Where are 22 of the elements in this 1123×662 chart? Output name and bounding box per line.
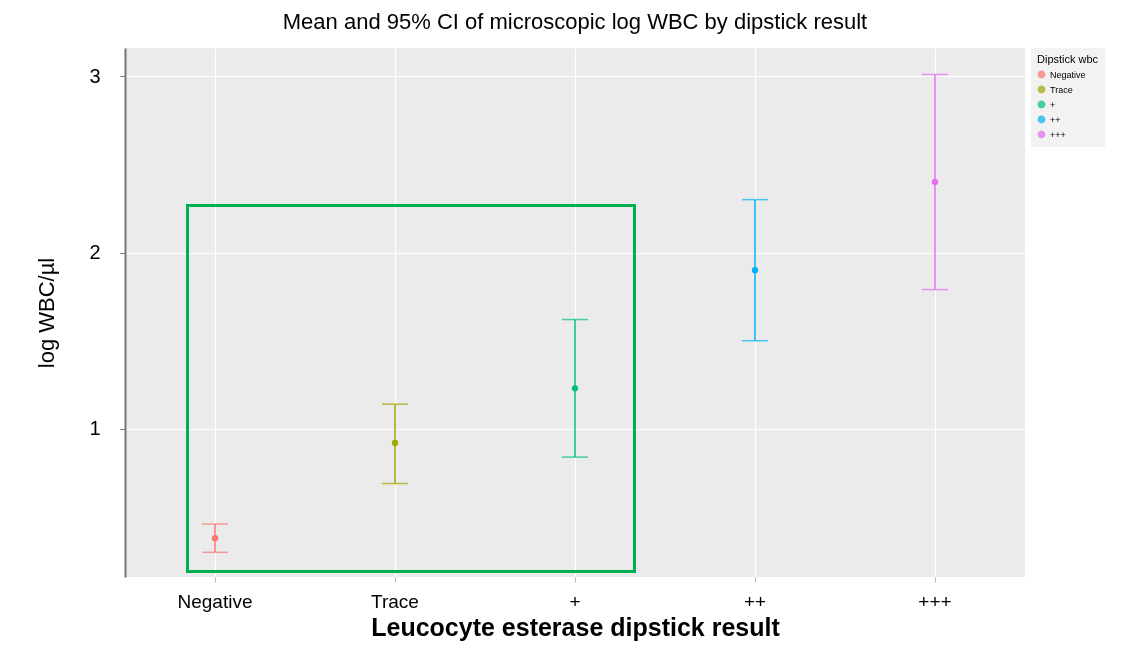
point bbox=[211, 535, 219, 542]
legend-label: + bbox=[1050, 99, 1056, 110]
legend-label: ++ bbox=[1050, 114, 1061, 125]
x-tick-label: Negative bbox=[177, 590, 253, 612]
point bbox=[391, 439, 399, 447]
point bbox=[571, 385, 579, 392]
legend-label: +++ bbox=[1050, 129, 1066, 140]
y-tick-label: 3 bbox=[89, 64, 101, 87]
x-tick-label: ++ bbox=[743, 590, 767, 612]
y-tick-label: 2 bbox=[89, 241, 101, 264]
point bbox=[751, 267, 759, 274]
legend-label: Trace bbox=[1050, 84, 1073, 95]
y-axis-title: log WBC/µl bbox=[34, 257, 60, 369]
chart-title: Mean and 95% CI of microscopic log WBC by dipstick result bbox=[282, 9, 868, 34]
x-tick-label: + bbox=[569, 590, 581, 612]
point bbox=[931, 178, 939, 186]
y-tick-label: 1 bbox=[89, 417, 101, 440]
legend-title: Dipstick wbc bbox=[1037, 53, 1099, 65]
legend-label: Negative bbox=[1050, 69, 1086, 80]
x-tick-label: +++ bbox=[918, 590, 952, 612]
x-tick-label: Trace bbox=[371, 590, 419, 612]
x-axis-title: Leucocyte esterase dipstick result bbox=[371, 612, 781, 641]
